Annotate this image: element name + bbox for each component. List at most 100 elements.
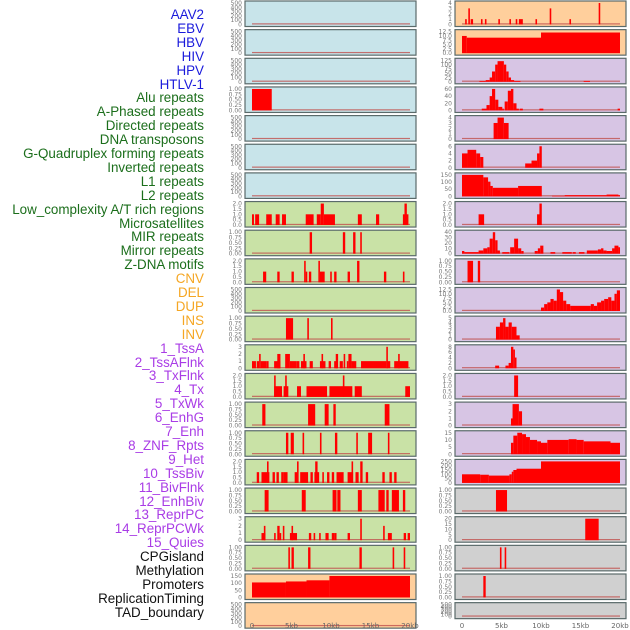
y-tick-label: 0.00 bbox=[229, 337, 243, 344]
y-tick-label: 1.0 bbox=[232, 383, 242, 390]
bar bbox=[495, 99, 499, 111]
track-label: Low_complexity A/T rich regions bbox=[12, 201, 204, 217]
y-tick-label: 0.00 bbox=[229, 451, 243, 458]
baseline bbox=[252, 424, 410, 426]
track-label: Mirror repeats bbox=[120, 243, 204, 259]
y-tick-label: 20 bbox=[444, 240, 452, 247]
y-tick-label: 0.25 bbox=[229, 446, 243, 453]
bar bbox=[288, 547, 290, 569]
bar bbox=[359, 547, 362, 569]
bar bbox=[297, 386, 301, 397]
bar bbox=[306, 386, 328, 397]
y-tick-label: 100 bbox=[441, 179, 453, 186]
baseline bbox=[252, 481, 410, 483]
bar bbox=[502, 108, 504, 111]
bar bbox=[407, 533, 410, 541]
bar bbox=[290, 432, 294, 455]
panel-background bbox=[244, 114, 417, 142]
y-tick-label: 3 bbox=[238, 344, 242, 351]
track-label: INV bbox=[181, 326, 204, 342]
y-tick-label: 4 bbox=[448, 150, 452, 157]
bar bbox=[321, 353, 324, 369]
track-label: 6_EnhG bbox=[154, 410, 204, 426]
track-label: ReplicationTiming bbox=[98, 590, 204, 606]
y-tick-label: 0.50 bbox=[229, 240, 243, 247]
y-tick-label: 50 bbox=[234, 587, 242, 594]
panel-background bbox=[244, 487, 417, 515]
y-tick-label: 1 bbox=[448, 332, 452, 339]
bar bbox=[261, 472, 270, 483]
y-tick-label: 10.0 bbox=[439, 291, 453, 298]
bar bbox=[334, 271, 337, 283]
y-tick-label: 10.0 bbox=[439, 33, 453, 40]
baseline bbox=[462, 539, 620, 541]
y-tick-label: 0.0 bbox=[232, 394, 242, 401]
bar bbox=[351, 361, 357, 369]
bar bbox=[391, 490, 399, 512]
y-tick-label: 100 bbox=[231, 580, 243, 587]
y-tick-label: 4 bbox=[448, 355, 452, 362]
y-tick-label: 400 bbox=[441, 604, 453, 611]
track-label: 1_TssA bbox=[160, 340, 204, 356]
bar bbox=[562, 252, 572, 254]
bar bbox=[495, 365, 500, 369]
bar bbox=[319, 533, 321, 541]
bar bbox=[505, 365, 509, 369]
y-tick-label: 100 bbox=[441, 611, 453, 618]
bar bbox=[563, 300, 567, 311]
panel-background bbox=[244, 172, 417, 199]
y-tick-label: 0.25 bbox=[229, 102, 243, 109]
y-tick-label: 100 bbox=[231, 75, 243, 82]
y-tick-label: 0.5 bbox=[442, 389, 452, 396]
y-tick-label: 75 bbox=[444, 66, 452, 73]
bar bbox=[516, 468, 541, 483]
track-label: Methylation bbox=[135, 563, 204, 578]
y-tick-label: 50 bbox=[444, 476, 452, 483]
bar bbox=[272, 472, 275, 483]
y-tick-label: 0.50 bbox=[439, 269, 453, 276]
bar bbox=[308, 271, 312, 283]
bar bbox=[347, 472, 354, 483]
y-tick-label: 3 bbox=[448, 120, 452, 127]
bar bbox=[569, 19, 572, 25]
y-tick-label: 100 bbox=[231, 189, 243, 196]
y-tick-label: 1.0 bbox=[232, 211, 242, 218]
y-tick-label: 3 bbox=[448, 324, 452, 331]
y-tick-label: 500 bbox=[231, 172, 243, 179]
bar bbox=[309, 232, 313, 254]
y-tick-label: 400 bbox=[231, 62, 243, 69]
track-label: L1 repeats bbox=[140, 173, 204, 189]
bar bbox=[508, 77, 511, 82]
bar bbox=[346, 361, 349, 369]
bar bbox=[343, 353, 346, 369]
y-tick-label: 12.5 bbox=[439, 29, 453, 36]
y-tick-label: 1.00 bbox=[229, 487, 243, 494]
bar bbox=[495, 490, 508, 512]
bar bbox=[480, 157, 484, 168]
bar bbox=[547, 302, 551, 311]
bar bbox=[495, 240, 498, 254]
bar bbox=[510, 346, 514, 369]
y-tick-label: 0 bbox=[448, 136, 452, 143]
bar bbox=[386, 346, 388, 369]
baseline bbox=[462, 424, 620, 426]
y-tick-label: 1 bbox=[448, 16, 452, 23]
bar bbox=[384, 404, 390, 426]
y-tick-label: 5 bbox=[448, 532, 452, 539]
y-tick-label: 15 bbox=[444, 430, 452, 437]
x-tick-label: 10kb bbox=[322, 622, 340, 630]
bar bbox=[357, 490, 362, 512]
bar bbox=[504, 547, 507, 569]
y-tick-label: 6 bbox=[448, 349, 452, 356]
bar bbox=[564, 195, 607, 197]
y-tick-label: 0.5 bbox=[442, 217, 452, 224]
y-tick-label: 0.50 bbox=[439, 584, 453, 591]
panel-background bbox=[244, 0, 417, 28]
panel-background bbox=[454, 86, 627, 114]
y-tick-label: 500 bbox=[231, 287, 243, 294]
y-tick-label: 0.75 bbox=[229, 235, 243, 242]
bar bbox=[549, 8, 552, 25]
y-tick-label: 3 bbox=[448, 5, 452, 12]
y-tick-label: 50 bbox=[444, 186, 452, 193]
bar bbox=[488, 475, 510, 483]
